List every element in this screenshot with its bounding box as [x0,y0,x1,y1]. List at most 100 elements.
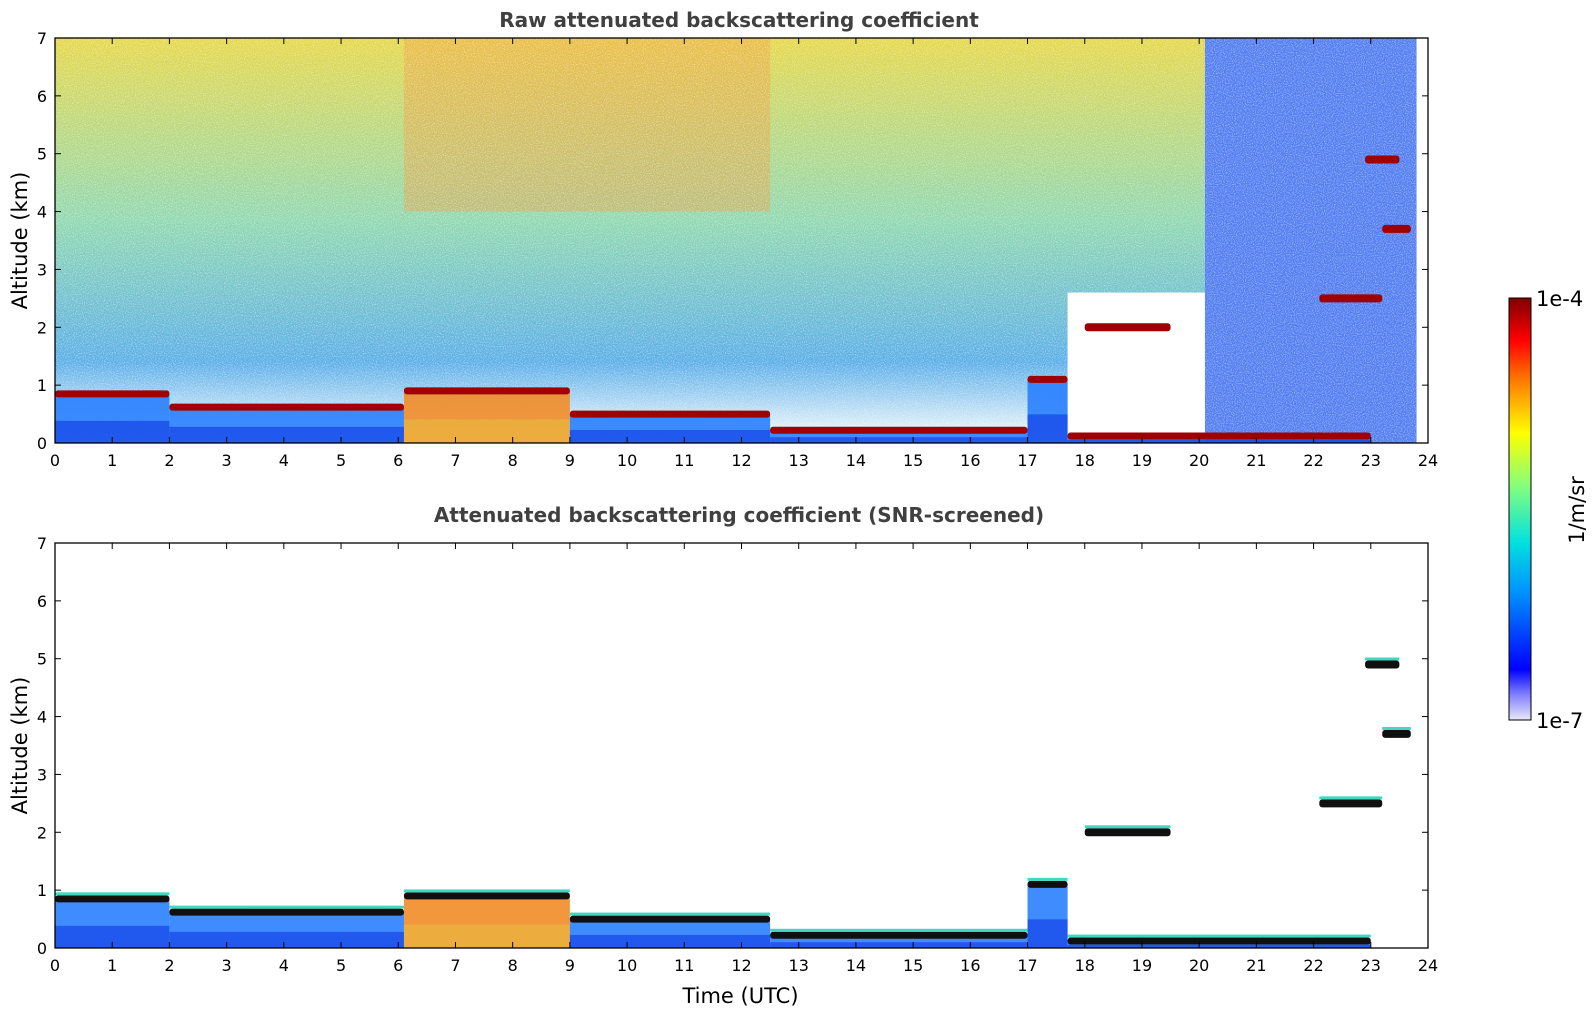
x-tick-label: 5 [336,451,346,470]
cloud-layer [770,931,1028,939]
colorbar-units-label: 1/m/sr [1565,476,1589,544]
boundary-layer-core [569,429,771,443]
boundary-layer-core [403,924,570,948]
x-tick-label: 15 [903,956,923,975]
x-tick-label: 1 [107,451,117,470]
x-tick-label: 21 [1246,451,1266,470]
x-tick-label: 14 [846,451,866,470]
x-tick-label: 23 [1361,956,1381,975]
x-tick-label: 6 [393,451,403,470]
y-tick-label: 0 [37,939,47,958]
x-tick-label: 9 [565,451,575,470]
cloud-layer-edge [1382,726,1411,730]
x-tick-label: 5 [336,956,346,975]
x-tick-label: 17 [1017,451,1037,470]
x-tick-label: 22 [1303,451,1323,470]
boundary-layer-core [770,942,1028,948]
y-tick-label: 5 [37,145,47,164]
x-tick-label: 13 [789,451,809,470]
cloud-layer [1365,155,1400,164]
y-tick-label: 6 [37,592,47,611]
cloud-layer [1067,937,1371,945]
x-tick-label: 20 [1189,956,1209,975]
x-tick-label: 7 [450,956,460,975]
raw-y-axis-label: Altitude (km) [8,172,32,310]
cloud-layer-edge [55,892,170,896]
x-tick-label: 6 [393,956,403,975]
x-tick-label: 10 [617,956,637,975]
x-tick-label: 23 [1361,451,1381,470]
x-tick-label: 15 [903,451,923,470]
raw-heatmap-area [55,38,1428,443]
time-x-axis-label: Time (UTC) [681,984,798,1008]
cloud-layer [1382,224,1411,233]
boundary-layer-core [1027,919,1068,948]
screened-heatmap-area [55,657,1411,948]
cloud-layer [403,387,570,395]
y-tick-label: 1 [37,376,47,395]
colorbar: 1e-4 1e-7 1/m/sr [1508,287,1589,733]
x-tick-label: 4 [279,451,289,470]
cloud-layer-edge [1027,877,1068,881]
x-tick-label: 18 [1075,451,1095,470]
screened-y-axis-label: Altitude (km) [8,677,32,815]
cloud-layer [770,426,1028,434]
screened-y-ticks: 0 1 2 3 4 5 6 7 [37,534,1428,958]
boundary-layer-core [55,925,170,948]
boundary-layer-core [55,420,170,443]
x-tick-label: 11 [674,451,694,470]
y-tick-label: 1 [37,881,47,900]
cloud-layer [1319,799,1383,808]
raw-noise-speckle [55,38,1428,443]
screened-panel-title: Attenuated backscattering coefficient (S… [434,503,1044,527]
screened-plot-frame [54,542,1429,949]
boundary-layer-core [770,437,1028,443]
raw-x-ticks: 0 1 2 3 4 5 6 7 8 9 10 11 12 13 14 15 16 17 18 19 20 21 22 23 24 [50,38,1438,470]
boundary-layer-core [1027,414,1068,443]
y-tick-label: 0 [37,434,47,453]
x-tick-label: 16 [960,956,980,975]
cloud-layer [169,403,404,411]
cloud-layer [1084,828,1171,837]
boundary-layer-core [1067,439,1371,443]
cloud-layer [55,390,170,398]
boundary-layer-core [169,931,404,948]
x-tick-label: 20 [1189,451,1209,470]
raw-panel-title: Raw attenuated backscattering coefficien… [499,8,979,32]
x-tick-label: 24 [1418,451,1438,470]
cloud-layer-edge [569,912,771,916]
colorbar-min-label: 1e-7 [1536,709,1583,733]
boundary-layer-core [569,934,771,948]
boundary-layer-core [169,426,404,443]
cloud-layer [169,908,404,916]
colorbar-max-label: 1e-4 [1536,287,1583,311]
y-tick-label: 4 [37,203,47,222]
cloud-layer [1382,729,1411,738]
x-tick-label: 3 [222,956,232,975]
y-tick-label: 7 [37,534,47,553]
y-tick-label: 3 [37,765,47,784]
x-tick-label: 17 [1017,956,1037,975]
raw-y-ticks: 0 1 2 3 4 5 6 7 [37,29,1428,453]
cloud-layer [1027,375,1068,383]
colorbar-gradient [1508,297,1532,721]
x-tick-label: 24 [1418,956,1438,975]
raw-backscatter-panel: Raw attenuated backscattering coefficien… [8,8,1438,470]
x-tick-label: 8 [508,956,518,975]
cloud-layer [569,915,771,923]
y-tick-label: 4 [37,708,47,727]
y-tick-label: 5 [37,650,47,669]
cloud-layer [403,892,570,900]
y-tick-label: 2 [37,823,47,842]
cloud-layer-edge [1067,934,1371,938]
x-tick-label: 0 [50,451,60,470]
cloud-layer-edge [1319,796,1383,800]
x-tick-label: 19 [1132,451,1152,470]
x-tick-label: 19 [1132,956,1152,975]
x-tick-label: 4 [279,956,289,975]
screened-x-ticks: 0 1 2 3 4 5 6 7 8 9 10 11 12 13 14 15 16 17 18 19 20 21 22 23 24 [50,543,1438,975]
x-tick-label: 9 [565,956,575,975]
x-tick-label: 22 [1303,956,1323,975]
x-tick-label: 7 [450,451,460,470]
